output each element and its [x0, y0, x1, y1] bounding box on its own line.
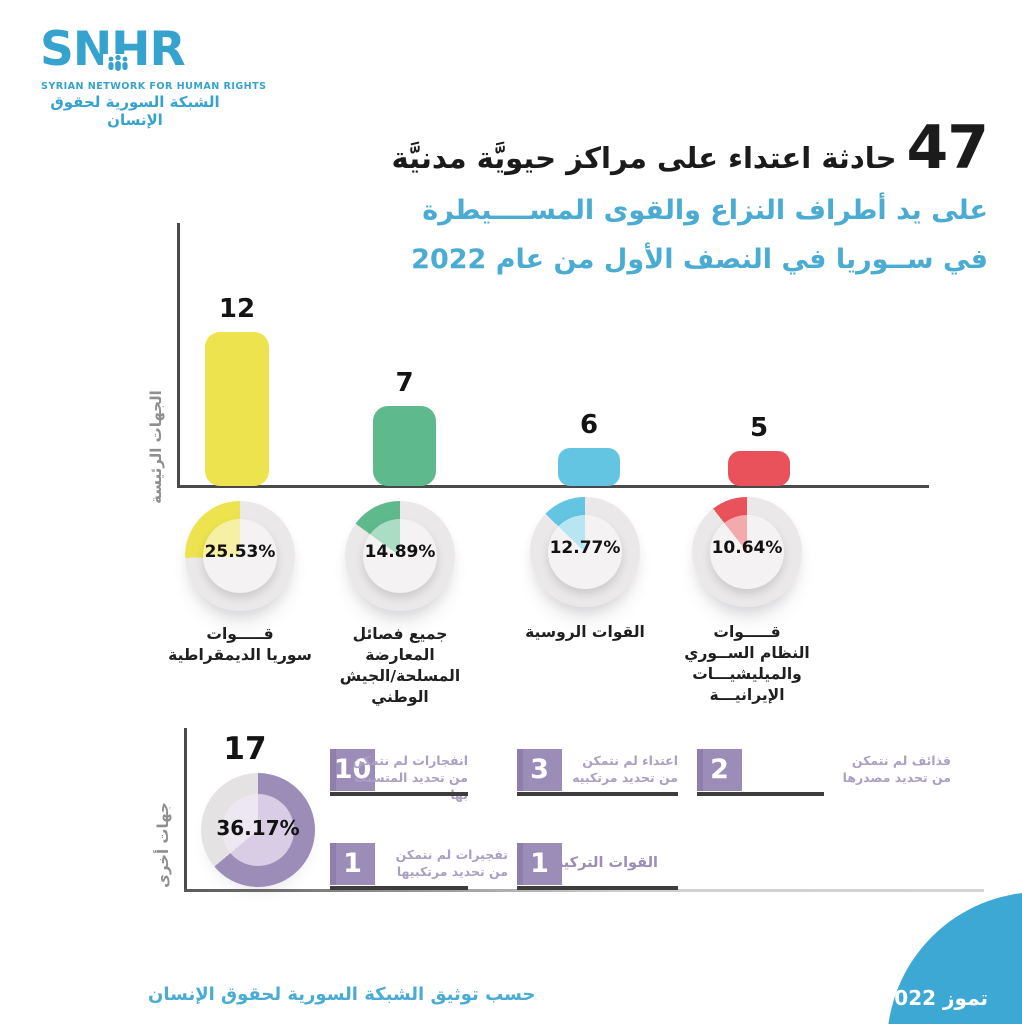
party-label-regime: قـــــوات النظام الســوري والميليشيـــات… — [684, 623, 810, 704]
item-label-unidentified-attack: اعتداء لم نتمكن من تحديد مرتكبيه — [572, 753, 678, 785]
bar-opposition — [373, 406, 436, 486]
donut-percentage-other: 36.17% — [216, 815, 300, 840]
item-underline — [697, 792, 824, 796]
footer-source-text: حسب توثيق الشبكة السورية لحقوق الإنسان — [148, 984, 536, 1005]
item-count-unidentified-attack: 3 — [517, 749, 562, 791]
bar-sdf — [205, 332, 269, 486]
main-chart-x-axis — [177, 485, 929, 488]
bar-regime — [728, 451, 790, 486]
other-chart-y-axis-label: جهات أخرى — [154, 802, 172, 888]
total-incidents-count: 47 — [906, 113, 989, 183]
donut-other-parties: 36.17% — [201, 773, 315, 887]
bar-value-opposition: 7 — [395, 368, 414, 398]
donut-core — [203, 519, 277, 593]
donut-regime: 10.64% — [692, 497, 802, 607]
donut-opposition: 14.89% — [345, 501, 455, 611]
item-underline — [330, 886, 468, 890]
footer-date: تموز 2022 — [880, 986, 988, 1010]
item-underline — [330, 792, 468, 796]
item-underline — [517, 792, 678, 796]
snhr-people-icon — [103, 54, 133, 76]
item-count-unidentified-bombings: 1 — [330, 843, 375, 885]
donut-percentage-regime: 10.64% — [711, 537, 783, 558]
item-label-unidentified-bombings: تفجيرات لم نتمكن من تحديد مرتكبيها — [395, 847, 508, 879]
party-label-russian-forces: القوات الروسية — [525, 623, 645, 641]
title-line-3: في ســوريا في النصف الأول من عام 2022 — [411, 244, 988, 276]
title-line-2: على يد أطراف النزاع والقوى المســــيطرة — [422, 195, 988, 226]
donut-percentage-sdf: 25.53% — [204, 541, 276, 562]
other-chart-y-axis — [184, 728, 187, 891]
donut-core — [222, 794, 294, 866]
donut-core — [363, 519, 437, 593]
snhr-tagline-ar: الشبكة السورية لحقوق الإنسان — [50, 93, 220, 129]
other-parties-total: 17 — [223, 731, 267, 767]
item-count-turkish-forces: 1 — [517, 843, 562, 885]
item-underline — [517, 886, 678, 890]
item-count-unidentified-explosions: 10 — [330, 749, 375, 791]
item-label-turkish-forces: القوات التركية — [554, 855, 658, 871]
donut-sdf: 25.53% — [185, 501, 295, 611]
party-label-sdf: قـــــوات سوريا الديمقراطية — [168, 625, 312, 664]
donut-core — [710, 515, 784, 589]
bar-value-regime: 5 — [749, 413, 769, 443]
party-label-opposition: جميع فصائل المعارضة المسلحة/الجيش الوطني — [339, 625, 461, 706]
item-label-unidentified-shells: قذائف لم نتمكن من تحديد مصدرها — [842, 753, 951, 785]
infographic-title: 47 حادثة اعتداء على مراكز حيويَّة مدنيَّ… — [391, 113, 989, 277]
main-chart-y-axis-label: الجهات الرئيسة — [147, 390, 165, 504]
item-label-unidentified-explosions: انفجارات لم نتمكن من تحديد المتسبب بها — [352, 753, 468, 802]
bar-russian-forces — [558, 448, 620, 486]
main-chart-y-axis — [177, 223, 180, 488]
donut-percentage-opposition: 14.89% — [364, 541, 436, 562]
bar-value-russian-forces: 6 — [579, 410, 599, 440]
item-count-unidentified-shells: 2 — [697, 749, 742, 791]
donut-percentage-russian-forces: 12.77% — [549, 537, 621, 558]
title-line-1: 47 حادثة اعتداء على مراكز حيويَّة مدنيَّ… — [391, 113, 989, 183]
donut-russian-forces: 12.77% — [530, 497, 640, 607]
bar-value-sdf: 12 — [218, 294, 256, 324]
snhr-tagline-en: SYRIAN NETWORK FOR HUMAN RIGHTS — [41, 81, 267, 92]
donut-core — [548, 515, 622, 589]
title-line-1-text: حادثة اعتداء على مراكز حيويَّة مدنيَّة — [391, 141, 897, 175]
other-chart-x-axis — [184, 889, 984, 892]
